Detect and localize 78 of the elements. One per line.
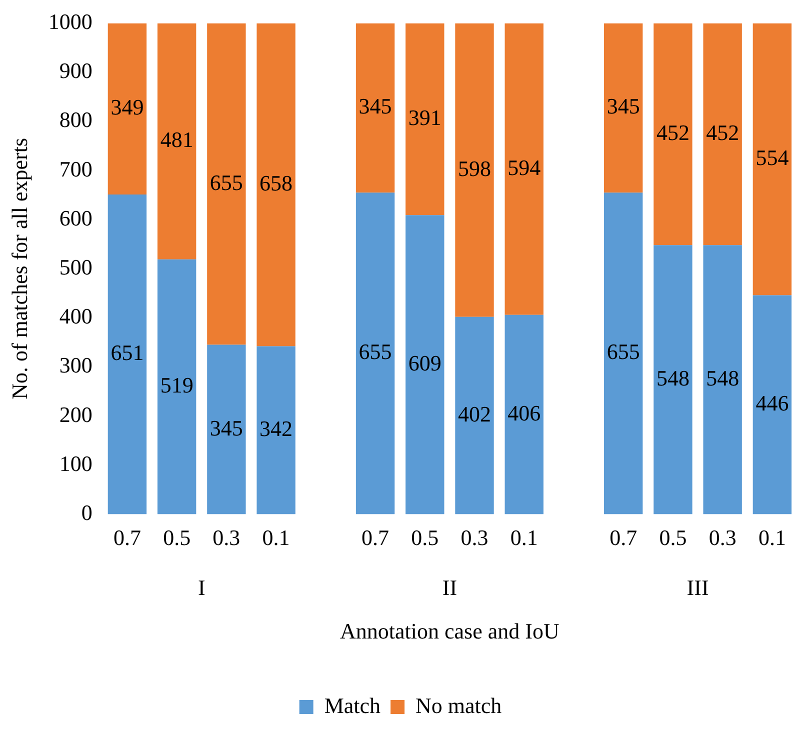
data-label: 548 xyxy=(656,365,690,390)
data-label: 598 xyxy=(458,156,492,181)
bar xyxy=(455,316,494,514)
data-label: 452 xyxy=(656,120,690,145)
bar xyxy=(108,194,147,514)
data-label: 345 xyxy=(606,94,640,119)
x-tick-label: 0.5 xyxy=(411,525,439,550)
data-label: 554 xyxy=(756,144,789,170)
data-label: 548 xyxy=(706,365,740,390)
data-label: 349 xyxy=(110,94,144,120)
x-tick-label: 0.1 xyxy=(510,525,538,550)
data-label: 655 xyxy=(210,170,243,195)
bar xyxy=(504,314,544,514)
text: III xyxy=(686,574,709,600)
text: II xyxy=(442,574,458,600)
data-label: 391 xyxy=(408,104,442,130)
x-tick-label: 0.7 xyxy=(362,525,390,550)
legend-label: No match xyxy=(416,692,502,718)
data-label: 342 xyxy=(260,416,293,442)
bar xyxy=(207,344,246,514)
bar xyxy=(256,346,296,514)
data-label: 651 xyxy=(110,340,144,366)
data-label: 594 xyxy=(508,154,541,180)
x-tick-label: 0.5 xyxy=(163,525,191,550)
y-tick-label: 1000 xyxy=(48,8,92,34)
data-label: 345 xyxy=(210,415,243,440)
bar xyxy=(406,215,444,514)
bar xyxy=(256,23,296,346)
data-label: 658 xyxy=(260,170,293,196)
bar xyxy=(406,23,444,216)
y-tick-label: 900 xyxy=(59,58,92,84)
bar xyxy=(207,23,246,345)
bar xyxy=(703,23,742,246)
x-tick-label: 0.3 xyxy=(708,525,736,550)
bar xyxy=(108,23,147,195)
data-label: 402 xyxy=(458,401,492,426)
y-tick-label: 600 xyxy=(59,205,92,230)
x-tick-label: 0.7 xyxy=(610,525,638,550)
y-tick-label: 500 xyxy=(59,254,92,280)
x-axis-title: Annotation case and IoU xyxy=(340,618,560,644)
bar xyxy=(703,245,742,514)
x-tick-label: 0.5 xyxy=(659,525,687,550)
data-label: 446 xyxy=(756,390,789,416)
bar xyxy=(455,23,494,317)
x-tick-label: 0.1 xyxy=(262,525,290,550)
bar xyxy=(604,23,643,193)
data-label: 519 xyxy=(160,372,194,398)
bar xyxy=(157,23,196,260)
y-tick-label: 800 xyxy=(59,107,92,132)
x-tick-label: 0.3 xyxy=(212,525,240,550)
data-label: 609 xyxy=(408,350,442,376)
y-tick-label: 300 xyxy=(59,352,92,378)
y-tick-label: 700 xyxy=(59,156,92,182)
data-label: 655 xyxy=(358,339,392,364)
bar xyxy=(752,23,792,296)
bar xyxy=(356,23,395,193)
x-tick-label: 0.3 xyxy=(460,525,488,550)
bar xyxy=(752,295,792,514)
y-tick-label: 400 xyxy=(59,304,92,329)
data-label: 655 xyxy=(606,339,640,364)
bar xyxy=(157,259,196,514)
data-label: 345 xyxy=(358,94,392,119)
data-label: 452 xyxy=(706,120,740,145)
legend-label: Match xyxy=(324,692,381,718)
data-label: 406 xyxy=(508,400,541,426)
x-tick-label: 0.7 xyxy=(113,525,141,550)
bar xyxy=(504,23,544,315)
y-tick-label: 100 xyxy=(59,450,92,476)
y-tick-label: 200 xyxy=(59,402,92,427)
text: I xyxy=(198,574,206,600)
x-tick-label: 0.1 xyxy=(758,525,786,550)
y-axis-title: No. of matches for all experts xyxy=(6,138,32,400)
bar xyxy=(654,23,692,246)
bar xyxy=(654,245,692,514)
y-tick-label: 0 xyxy=(81,500,92,525)
bar xyxy=(604,192,643,514)
data-label: 481 xyxy=(160,127,194,152)
bar xyxy=(356,192,395,514)
